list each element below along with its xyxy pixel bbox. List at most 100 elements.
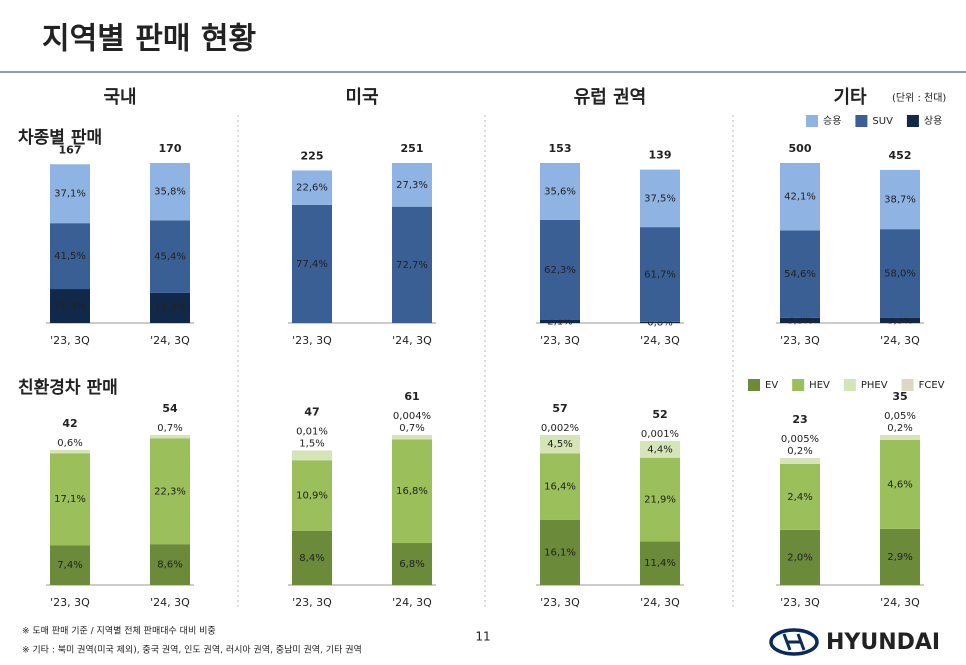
value-label: 2,0% — [787, 552, 812, 563]
value-label: 42,1% — [784, 192, 816, 203]
bar-segment — [50, 545, 90, 585]
total-label: 35 — [892, 390, 907, 403]
bar-segment — [640, 169, 680, 228]
x-tick-label: '23, 3Q — [540, 334, 580, 347]
bar-segment — [392, 543, 432, 585]
bar-segment — [392, 206, 432, 323]
value-label: 1,5% — [299, 438, 324, 449]
x-tick-label: '24, 3Q — [392, 596, 432, 609]
value-label: 35,6% — [544, 186, 576, 197]
value-label: 7,4% — [57, 560, 82, 571]
value-label: 0,004% — [393, 411, 431, 422]
value-label: 8,6% — [157, 560, 182, 571]
value-label: 4,5% — [547, 439, 572, 450]
bar-segment — [880, 169, 920, 230]
total-label: 47 — [304, 405, 319, 418]
value-label: 38,7% — [884, 195, 916, 206]
x-tick-label: '23, 3Q — [292, 596, 332, 609]
value-label: 0,005% — [781, 434, 819, 445]
bar-segment — [640, 227, 680, 322]
legend-label: 상용 — [924, 115, 942, 127]
x-tick-label: '23, 3Q — [780, 596, 820, 609]
legend-swatch — [906, 115, 919, 127]
total-label: 52 — [652, 408, 667, 421]
footnote: ※ 도매 판매 기준 / 지역별 전체 판매대수 대비 비중 — [22, 626, 216, 637]
value-label: 4,4% — [647, 444, 672, 455]
bar-segment — [150, 292, 190, 323]
x-tick-label: '23, 3Q — [292, 334, 332, 347]
bar-segment — [50, 450, 90, 454]
bar-segment — [540, 435, 580, 436]
x-tick-label: '24, 3Q — [640, 334, 680, 347]
value-label: 0,8% — [647, 317, 672, 328]
bar-segment — [150, 435, 190, 439]
value-label: 61,7% — [644, 269, 676, 280]
value-label: 10,9% — [296, 490, 328, 501]
bar-segment — [50, 223, 90, 290]
value-label: 3,3% — [887, 315, 912, 326]
bar-segment — [880, 439, 920, 529]
bar-segment — [150, 438, 190, 545]
bar-segment — [880, 528, 920, 585]
legend-swatch — [855, 115, 868, 127]
bar-segment — [780, 163, 820, 231]
x-tick-label: '23, 3Q — [780, 334, 820, 347]
value-label: 35,8% — [154, 187, 186, 198]
bar-segment — [540, 519, 580, 585]
bar-segment — [292, 170, 332, 205]
x-tick-label: '24, 3Q — [640, 596, 680, 609]
bar-segment — [640, 321, 680, 323]
value-label: 11,4% — [644, 558, 676, 569]
x-tick-label: '23, 3Q — [50, 334, 90, 347]
bar-segment — [292, 204, 332, 323]
value-label: 2,4% — [787, 492, 812, 503]
value-label: 41,5% — [54, 251, 86, 262]
total-label: 225 — [301, 149, 324, 162]
value-label: 72,7% — [396, 260, 428, 271]
bar-segment — [392, 439, 432, 544]
total-label: 23 — [792, 413, 807, 426]
value-label: 22,6% — [296, 183, 328, 194]
bar-segment — [50, 453, 90, 546]
value-label: 0,6% — [57, 438, 82, 449]
bar-segment — [540, 219, 580, 320]
x-tick-label: '23, 3Q — [50, 596, 90, 609]
bar-segment — [780, 317, 820, 323]
value-label: 54,6% — [784, 269, 816, 280]
region-title: 기타 — [833, 87, 867, 108]
x-tick-label: '24, 3Q — [392, 334, 432, 347]
bar-segment — [780, 458, 820, 459]
bar-segment — [880, 435, 920, 440]
bar-segment — [540, 319, 580, 323]
total-label: 57 — [552, 402, 567, 415]
value-label: 2,1% — [547, 316, 572, 327]
footnote: ※ 기타 : 북미 권역(미국 제외), 중국 권역, 인도 권역, 러시아 권… — [22, 644, 362, 656]
value-label: 6,8% — [399, 559, 424, 570]
value-label: 16,8% — [396, 486, 428, 497]
legend-label: HEV — [809, 380, 830, 391]
value-label: 0,7% — [399, 423, 424, 434]
region-title: 유럽 권역 — [574, 87, 647, 108]
value-label: 0,05% — [884, 411, 916, 422]
bar-segment — [540, 435, 580, 454]
value-label: 8,4% — [299, 553, 324, 564]
bar-segment — [780, 463, 820, 530]
value-label: 27,3% — [396, 180, 428, 191]
value-label: 2,9% — [887, 552, 912, 563]
slide-title: 지역별 판매 현황 — [42, 22, 256, 57]
bar-segment — [150, 163, 190, 221]
unit-note: (단위 : 천대) — [892, 91, 946, 104]
bar-segment — [780, 458, 820, 464]
logo: HYUNDAI — [769, 628, 940, 656]
total-label: 153 — [549, 142, 572, 155]
section-label: 친환경차 판매 — [18, 378, 118, 398]
legend-swatch — [843, 379, 856, 391]
total-label: 500 — [789, 142, 812, 155]
legend-swatch — [792, 379, 805, 391]
legend-swatch — [901, 379, 914, 391]
legend-label: SUV — [872, 116, 893, 127]
value-label: 3,3% — [787, 315, 812, 326]
bar-segment — [540, 453, 580, 520]
bar-segment — [292, 460, 332, 531]
